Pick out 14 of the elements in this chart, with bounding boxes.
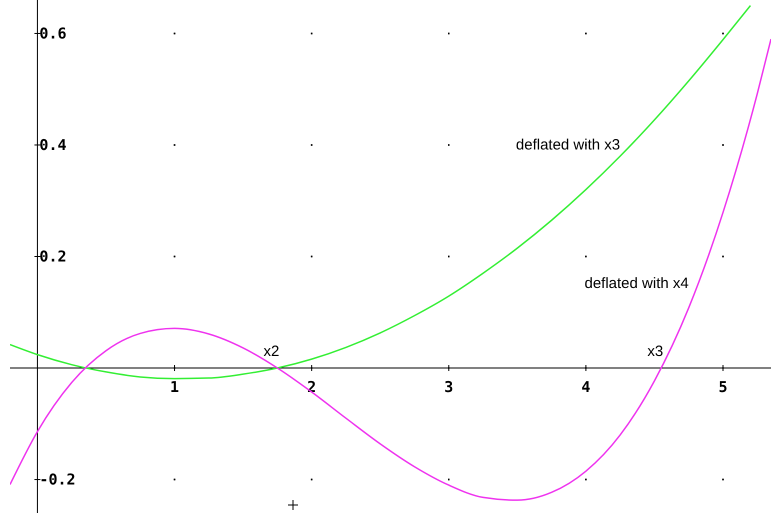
- y-tick-label: 0.4: [39, 136, 67, 154]
- series-label: deflated with x4: [584, 274, 689, 292]
- y-tick-label: -0.2: [39, 470, 76, 489]
- line-series: [10, 38, 771, 501]
- y-tick-label: 0.6: [39, 24, 67, 42]
- y-tick-label: 0.2: [39, 248, 67, 266]
- line-series: [10, 4, 752, 380]
- x-tick-label: 5: [718, 378, 728, 396]
- x-tick-label: 3: [444, 378, 454, 396]
- x-tick-label: 4: [581, 378, 590, 396]
- series-label: deflated with x3: [516, 136, 620, 154]
- x-tick-label: 1: [170, 378, 180, 396]
- annotation: x3: [647, 343, 664, 360]
- annotation: x2: [263, 343, 280, 360]
